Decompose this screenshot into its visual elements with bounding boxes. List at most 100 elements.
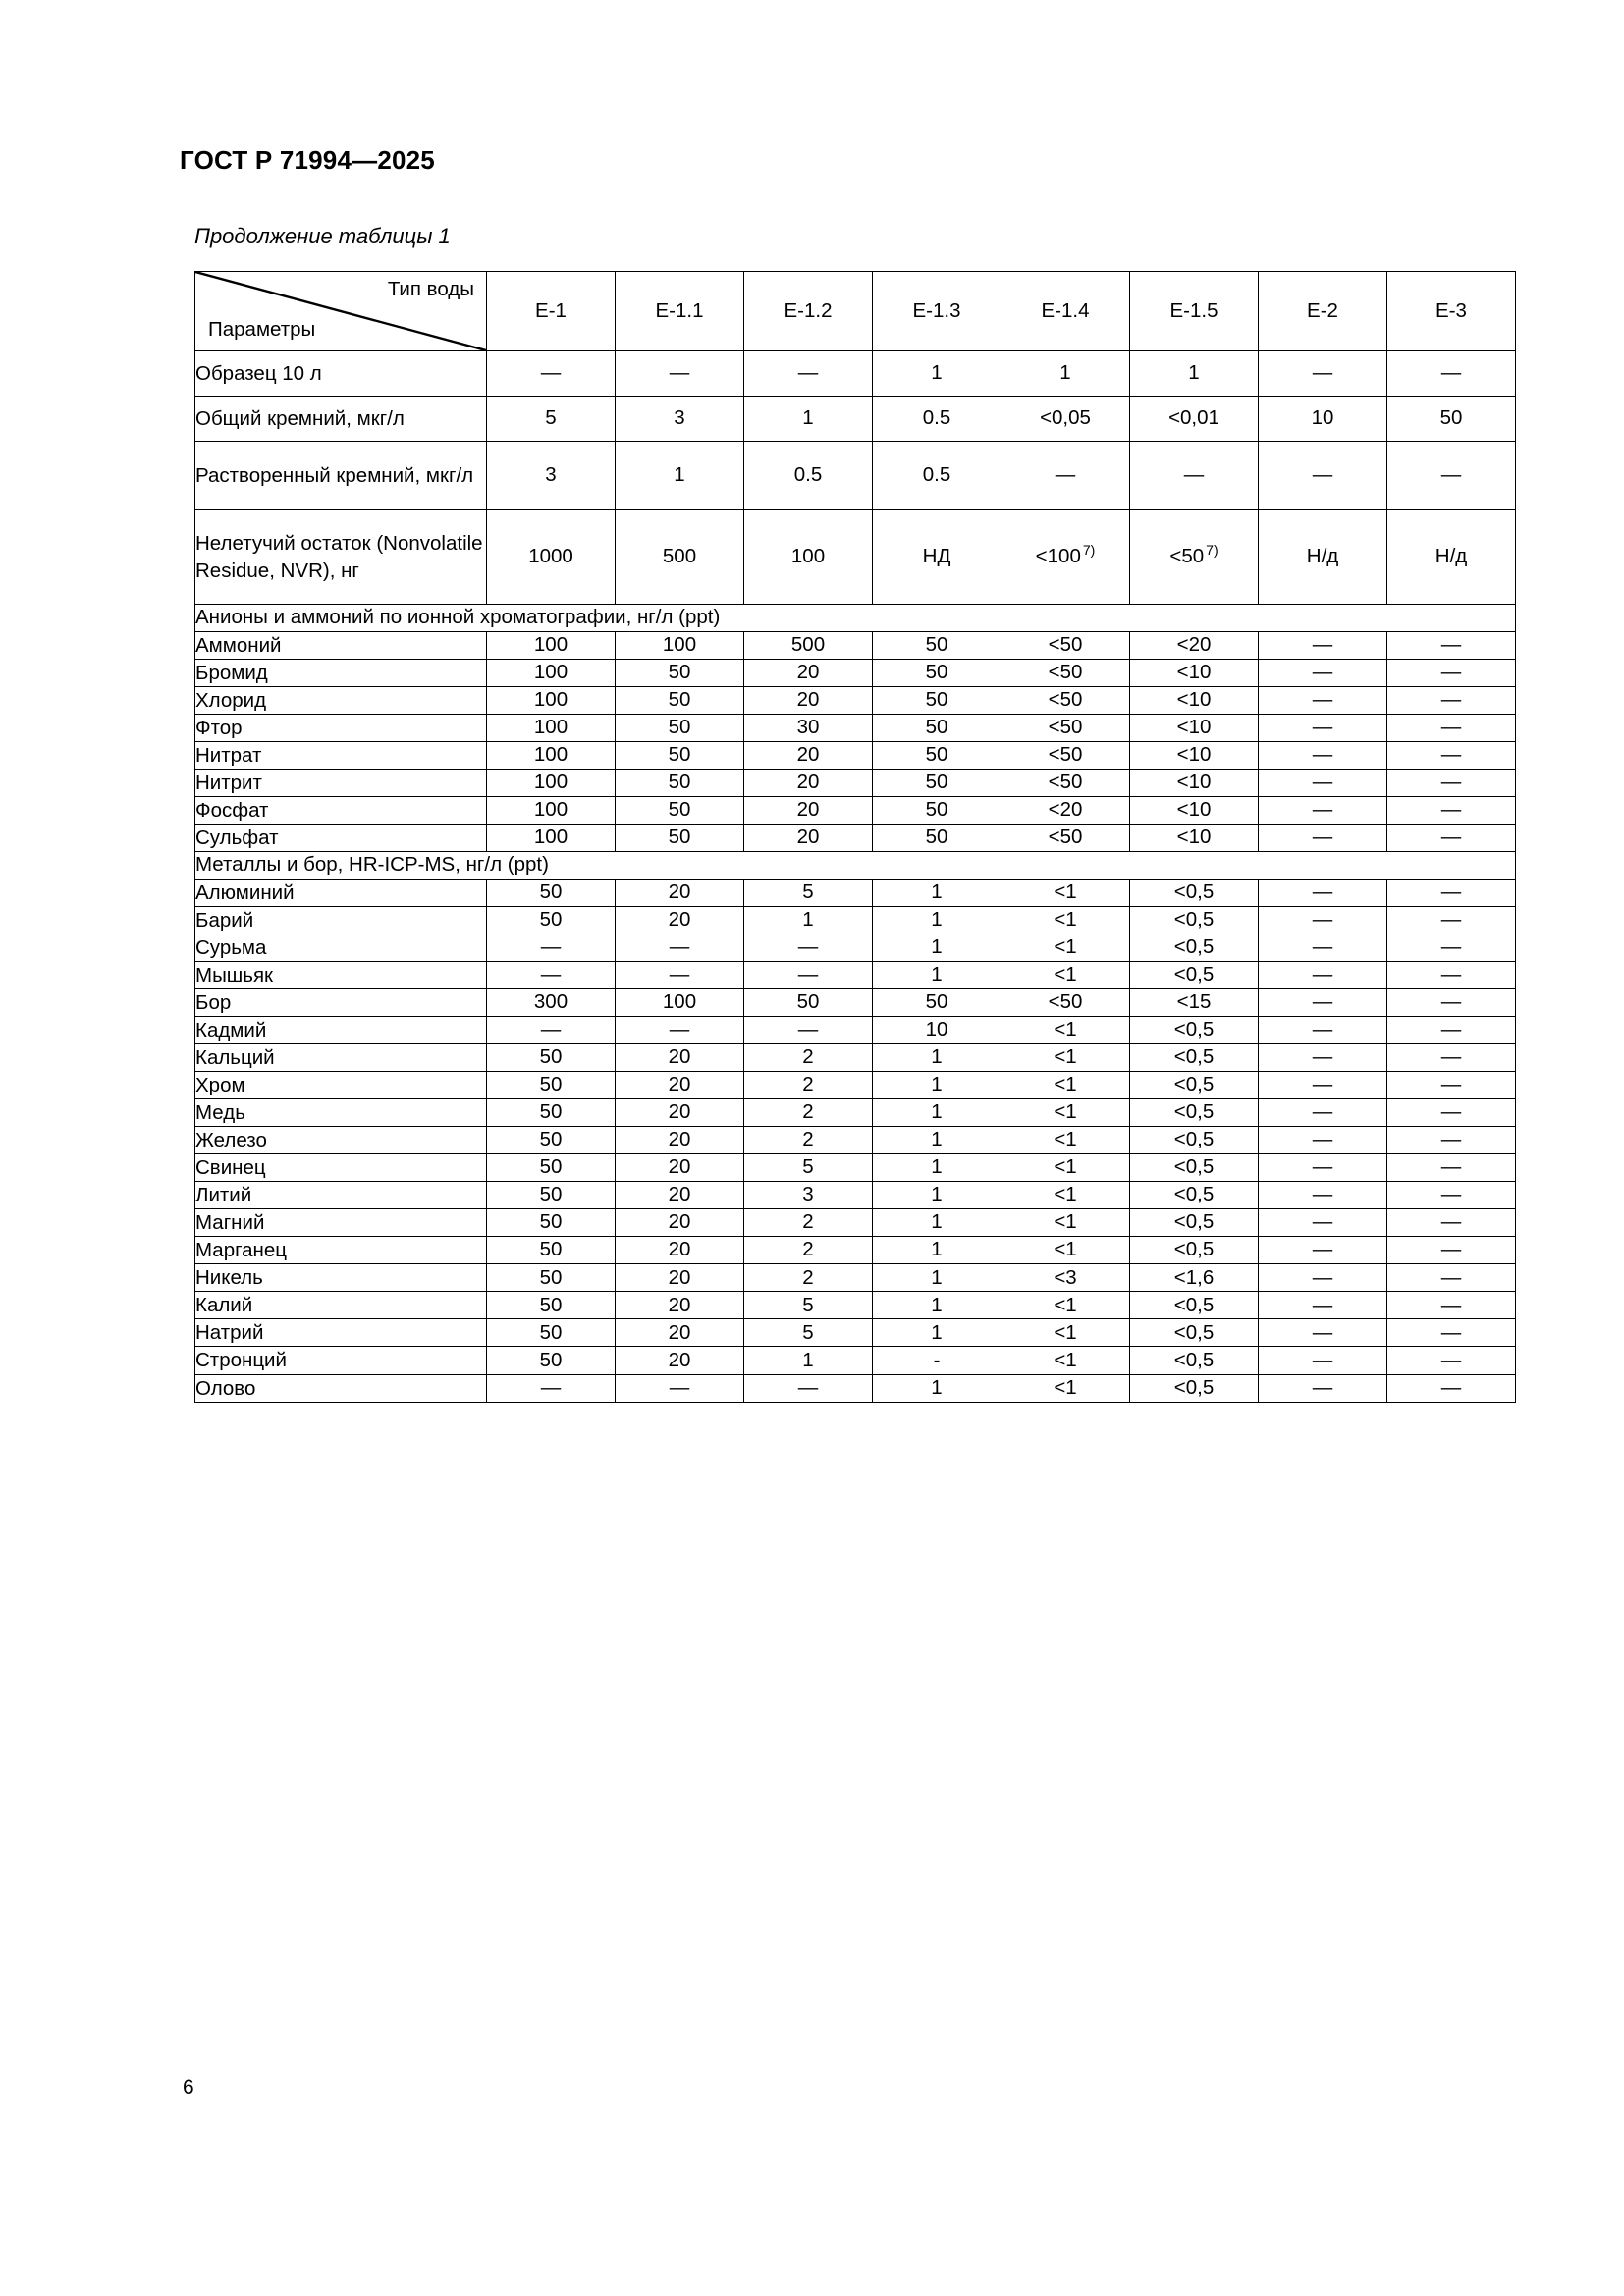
value-cell-e-1: 50	[486, 1291, 616, 1320]
value-cell-e-1-2: 2	[743, 1070, 873, 1100]
parameter-name-cell: Бор	[194, 988, 487, 1017]
value-cell-e-1-2: 20	[743, 658, 873, 687]
parameter-name-cell: Сульфат	[194, 823, 487, 853]
value-cell-e-1-3: 0.5	[872, 396, 1001, 442]
value-cell-e-1-1: 20	[615, 1291, 744, 1320]
value-cell-e-3: —	[1386, 933, 1516, 962]
table-caption: Продолжение таблицы 1	[194, 224, 451, 248]
value-cell-e-1: 100	[486, 713, 616, 742]
value-cell-e-1: 50	[486, 1263, 616, 1293]
table-header-row: Тип воды Параметры E-1 E-1.1 E-1.2 E-1.3 E-1.4…	[194, 271, 1516, 351]
value-cell-e-1: 1000	[486, 509, 616, 605]
value-cell-e-1-5: <10	[1129, 768, 1259, 797]
value-cell-e-2: —	[1258, 960, 1387, 989]
value-cell-e-1: 50	[486, 1181, 616, 1210]
table-row: Общий кремний, мкг/л 5 3 1 0.5 <0,05 <0,01 10 50	[194, 396, 1516, 442]
column-header-e-1-4: E-1.4	[1001, 271, 1130, 351]
specification-table: Тип воды Параметры E-1 E-1.1 E-1.2 E-1.3 E-1.4…	[194, 271, 1516, 1403]
value-cell-e-1-5: <0,5	[1129, 1236, 1259, 1265]
table-row: Кальций 50 20 2 1 <1 <0,5— —	[194, 1042, 1516, 1072]
value-cell-e-1-4: <50	[1001, 988, 1130, 1017]
value-cell-e-1-4: <1	[1001, 1070, 1130, 1100]
value-cell-e-1-5: <50 7)	[1129, 509, 1259, 605]
value-cell-e-3: —	[1386, 1263, 1516, 1293]
value-cell-e-3: —	[1386, 740, 1516, 770]
value-cell-e-1-4: <1	[1001, 1236, 1130, 1265]
table-section-row: Металлы и бор, HR-ICP-MS, нг/л (ppt)	[194, 851, 1516, 880]
value-cell-e-1-3: 1	[872, 1208, 1001, 1238]
parameter-name-cell: Магний	[194, 1208, 487, 1238]
parameter-name-cell: Алюминий	[194, 878, 487, 907]
value-cell-e-1-4: <3	[1001, 1263, 1130, 1293]
header-parameters-label: Параметры	[208, 318, 316, 341]
value-cell-e-1-1: —	[615, 1373, 744, 1403]
value-cell-e-1-1: 500	[615, 509, 744, 605]
table-row: Хром 50 20 2 1 <1 <0,5— —	[194, 1070, 1516, 1100]
value-cell-e-1-3: 1	[872, 905, 1001, 934]
value-cell-e-3: —	[1386, 1181, 1516, 1210]
value-cell-e-1-4: <1	[1001, 1153, 1130, 1183]
table-row: Марганец 50 20 2 1 <1 <0,5— —	[194, 1236, 1516, 1265]
value-cell-e-1-1: 3	[615, 396, 744, 442]
value-cell-e-1-1: 20	[615, 1346, 744, 1375]
value-cell-e-2: —	[1258, 1263, 1387, 1293]
column-header-e-3: E-3	[1386, 271, 1516, 351]
value-cell-e-3: —	[1386, 1291, 1516, 1320]
value-cell-e-3: —	[1386, 878, 1516, 907]
value-cell-e-3: —	[1386, 350, 1516, 397]
value-cell-e-3: —	[1386, 441, 1516, 510]
value-cell-e-3: —	[1386, 1126, 1516, 1155]
value-cell-e-1-1: 20	[615, 878, 744, 907]
value-cell-e-1-2: 3	[743, 1181, 873, 1210]
value-cell-e-3: —	[1386, 658, 1516, 687]
value-cell-e-2: —	[1258, 1098, 1387, 1128]
value-cell-e-1: —	[486, 1015, 616, 1044]
value-cell-e-1-5: <10	[1129, 823, 1259, 853]
parameter-name-cell: Нелетучий остаток (Nonvolatile Residue, …	[194, 509, 487, 605]
value-cell-e-3: Н/д	[1386, 509, 1516, 605]
value-cell-e-1-1: 20	[615, 905, 744, 934]
table-row: Натрий 50 20 5 1 <1 <0,5— —	[194, 1318, 1516, 1348]
table-row: Кадмий — — —10 <1 <0,5— —	[194, 1015, 1516, 1044]
value-cell-e-1-2: 2	[743, 1208, 873, 1238]
value-cell-e-1-5: <10	[1129, 740, 1259, 770]
table-row: Фосфат 100 50 20 50 <20 <10— —	[194, 795, 1516, 825]
table-row: Олово — — —1 <1 <0,5— —	[194, 1373, 1516, 1403]
value-cell-e-1: —	[486, 350, 616, 397]
footnote-marker: 7)	[1206, 542, 1218, 559]
parameter-name-cell: Марганец	[194, 1236, 487, 1265]
value-cell-e-1-2: 1	[743, 905, 873, 934]
table-section-row: Анионы и аммоний по ионной хроматографии…	[194, 604, 1516, 632]
value-cell-e-3: —	[1386, 1070, 1516, 1100]
parameter-name-cell: Образец 10 л	[194, 350, 487, 397]
value-cell-e-1-4: <20	[1001, 795, 1130, 825]
value-cell-e-1-4: <1	[1001, 1291, 1130, 1320]
parameter-name-cell: Фтор	[194, 713, 487, 742]
value-cell-e-1-5: <10	[1129, 685, 1259, 715]
value-cell-e-1-3: 1	[872, 1373, 1001, 1403]
value-cell-e-1-5: <0,5	[1129, 905, 1259, 934]
value-cell-e-1-2: 20	[743, 768, 873, 797]
value-cell-e-1-4: <100 7)	[1001, 509, 1130, 605]
value-cell-e-1-3: 1	[872, 960, 1001, 989]
parameter-name-cell: Хлорид	[194, 685, 487, 715]
value-cell-e-1-2: 100	[743, 509, 873, 605]
value-cell-e-1-1: 50	[615, 713, 744, 742]
value-cell-e-1-4: <0,05	[1001, 396, 1130, 442]
table-row: Растворенный кремний, мкг/л 3 1 0.5 0.5— — — —	[194, 441, 1516, 510]
value-cell-e-1-4: 1	[1001, 350, 1130, 397]
value-cell-e-3: —	[1386, 768, 1516, 797]
value-cell-e-1-2: 2	[743, 1236, 873, 1265]
value-cell-e-2: —	[1258, 1236, 1387, 1265]
header-corner-cell: Тип воды Параметры	[194, 271, 487, 351]
value-cell-e-1-4: <50	[1001, 658, 1130, 687]
value-cell-e-1: 50	[486, 1236, 616, 1265]
value-cell-e-2: Н/д	[1258, 509, 1387, 605]
value-cell-e-1-3: 50	[872, 988, 1001, 1017]
value-cell-e-2: —	[1258, 630, 1387, 660]
value-cell-e-1-5: <0,5	[1129, 1153, 1259, 1183]
value-cell-e-1-2: —	[743, 1015, 873, 1044]
table-row: Барий 50 20 1 1 <1 <0,5— —	[194, 905, 1516, 934]
value-cell-e-1-2: 1	[743, 1346, 873, 1375]
